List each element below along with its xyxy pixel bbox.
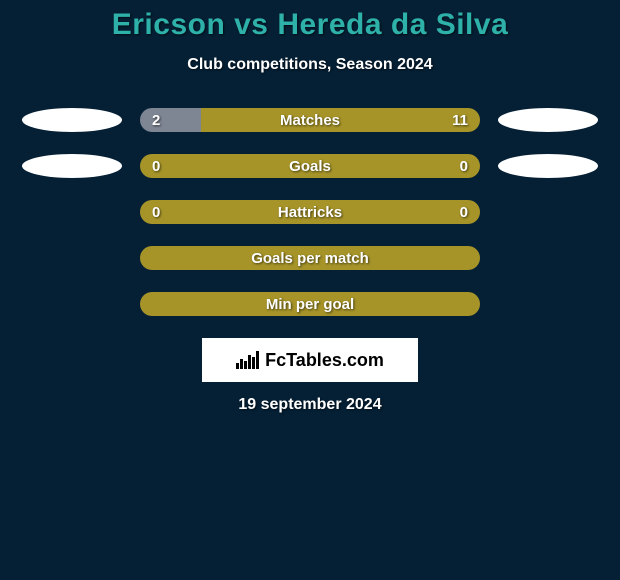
player-left-ellipse bbox=[22, 108, 122, 132]
stat-value-left: 0 bbox=[152, 154, 160, 178]
subtitle: Club competitions, Season 2024 bbox=[0, 56, 620, 74]
logo: FcTables.com bbox=[236, 350, 384, 371]
logo-box[interactable]: FcTables.com bbox=[202, 338, 418, 382]
stat-bar: Goals per match bbox=[140, 246, 480, 270]
stat-row: 211Matches bbox=[0, 108, 620, 132]
bar-right-fill bbox=[201, 108, 480, 132]
stat-bar: 00Hattricks bbox=[140, 200, 480, 224]
stat-row: Min per goal bbox=[0, 292, 620, 316]
stat-value-right: 11 bbox=[452, 108, 468, 132]
stat-bar: 211Matches bbox=[140, 108, 480, 132]
stat-bar: Min per goal bbox=[140, 292, 480, 316]
bar-left-fill bbox=[140, 108, 201, 132]
stat-value-left: 2 bbox=[152, 108, 160, 132]
player-right-ellipse bbox=[498, 108, 598, 132]
chart-icon bbox=[236, 351, 259, 369]
date-line: 19 september 2024 bbox=[0, 396, 620, 414]
bar-left-fill bbox=[140, 292, 480, 316]
comparison-widget: Ericson vs Hereda da Silva Club competit… bbox=[0, 0, 620, 414]
stat-row: 00Hattricks bbox=[0, 200, 620, 224]
stat-row: 00Goals bbox=[0, 154, 620, 178]
stat-rows: 211Matches00Goals00HattricksGoals per ma… bbox=[0, 108, 620, 316]
stat-value-left: 0 bbox=[152, 200, 160, 224]
logo-text: FcTables.com bbox=[265, 350, 384, 371]
bar-left-fill bbox=[140, 200, 480, 224]
stat-value-right: 0 bbox=[460, 154, 468, 178]
bar-left-fill bbox=[140, 246, 480, 270]
player-left-ellipse bbox=[22, 154, 122, 178]
page-title: Ericson vs Hereda da Silva bbox=[0, 8, 620, 42]
player-right-ellipse bbox=[498, 154, 598, 178]
bar-left-fill bbox=[140, 154, 480, 178]
stat-bar: 00Goals bbox=[140, 154, 480, 178]
stat-value-right: 0 bbox=[460, 200, 468, 224]
stat-row: Goals per match bbox=[0, 246, 620, 270]
